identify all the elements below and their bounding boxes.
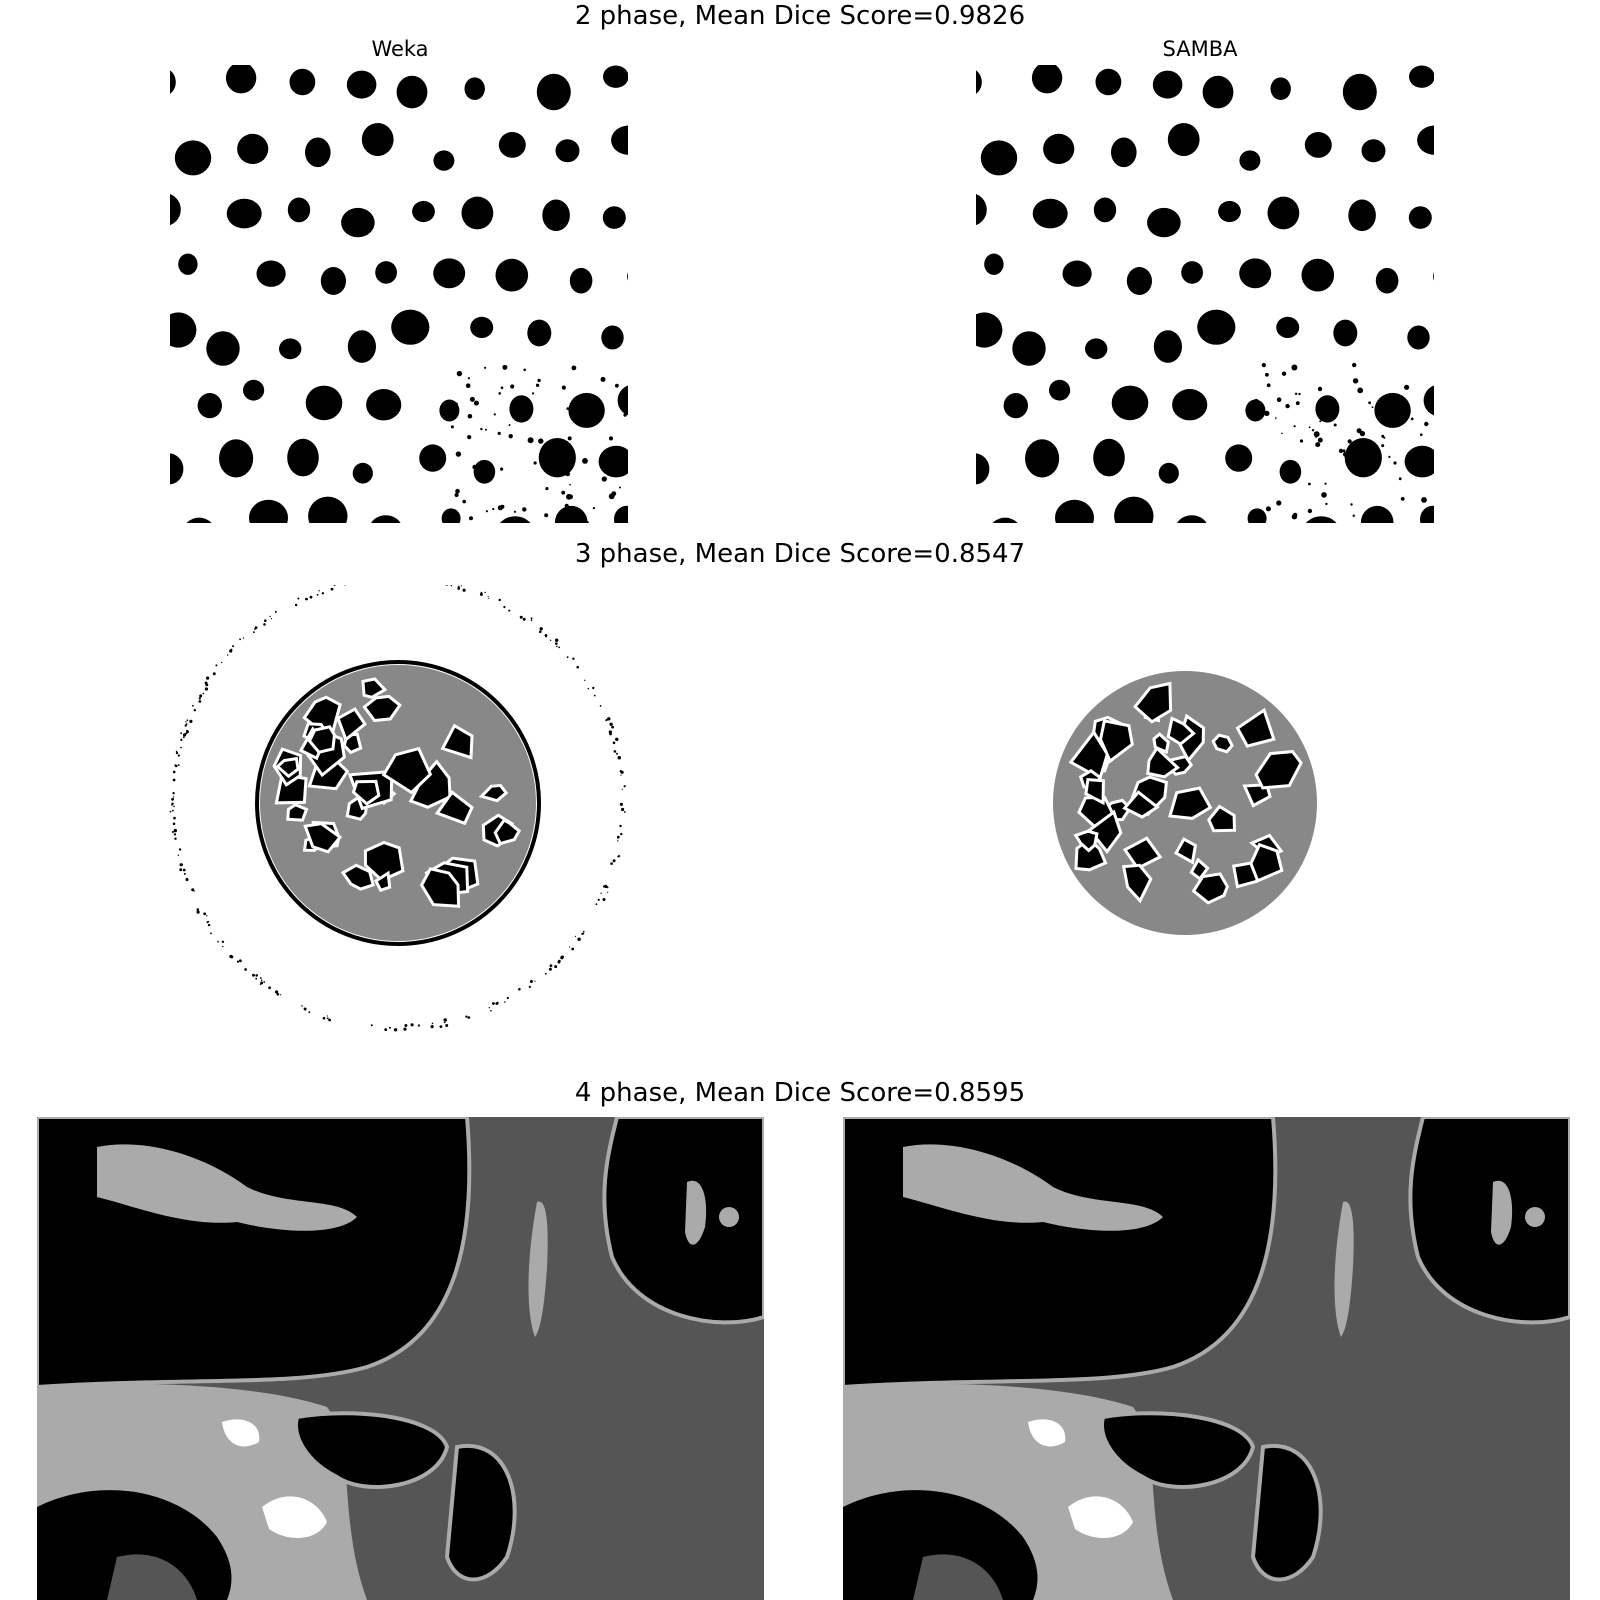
weka-2-phase-image: [170, 65, 628, 523]
column-title-samba: SAMBA: [1162, 37, 1238, 61]
samba-2-phase-image: [976, 65, 1434, 523]
row-title-4-phase: 4 phase, Mean Dice Score=0.8595: [574, 1078, 1026, 1108]
samba-4-phase-image: [843, 1117, 1570, 1600]
weka-3-phase-image: [150, 585, 630, 1055]
column-title-weka: Weka: [371, 37, 429, 61]
row-title-2-phase: 2 phase, Mean Dice Score=0.9826: [574, 1, 1026, 31]
weka-4-phase-image: [37, 1117, 764, 1600]
row-title-3-phase: 3 phase, Mean Dice Score=0.8547: [574, 539, 1026, 569]
samba-3-phase-image: [955, 585, 1435, 1055]
